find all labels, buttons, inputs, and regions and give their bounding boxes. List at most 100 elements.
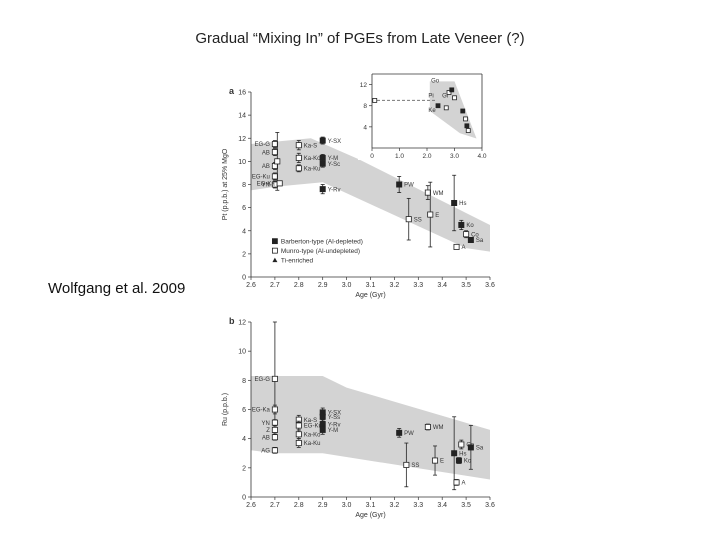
y-tick-label: 6 xyxy=(242,205,246,212)
point-label: EG-Ku xyxy=(304,424,322,430)
y-tick-label: 16 xyxy=(238,90,246,97)
point-label: PW xyxy=(404,431,414,437)
point-label: AB xyxy=(262,150,270,156)
filled-square-marker xyxy=(396,429,403,436)
point-label: Co xyxy=(471,232,479,238)
filled-square-marker xyxy=(458,221,465,228)
legend-entry: Barberton-type (Al-depleted) xyxy=(281,238,363,245)
panel-label: a xyxy=(229,86,235,96)
filled-square-marker xyxy=(451,199,458,206)
open-square-marker xyxy=(271,406,278,413)
point-label: Sa xyxy=(476,238,484,244)
y-tick-label: 0 xyxy=(242,275,246,282)
point-label: Hs xyxy=(459,201,466,207)
open-square-marker xyxy=(427,211,434,218)
open-square-marker xyxy=(458,441,465,448)
point-label: SS xyxy=(414,217,422,223)
point-label: YN xyxy=(262,421,270,427)
legend-square-marker xyxy=(271,247,278,254)
point-label: EG-G xyxy=(255,377,271,383)
point-label: WM xyxy=(433,425,444,431)
x-tick-label: 2.8 xyxy=(294,502,304,509)
point-label: A xyxy=(462,245,466,251)
point-label: Y-Rv xyxy=(328,187,341,193)
x-tick-label: 2.9 xyxy=(318,502,328,509)
x-tick-label: 3.5 xyxy=(461,282,471,289)
point-label: SS xyxy=(411,463,419,469)
point-label: EG-Ka xyxy=(257,182,276,188)
point-label: Ka-S xyxy=(304,418,317,424)
y-tick-label: 14 xyxy=(238,113,246,120)
point-label: Ka-Ku xyxy=(304,441,321,447)
x-tick-label: 3.5 xyxy=(461,502,471,509)
x-axis-label: Age (Gyr) xyxy=(355,292,385,299)
open-square-marker xyxy=(432,457,439,464)
x-tick-label: 3.2 xyxy=(390,502,400,509)
x-tick-label: 2.7 xyxy=(270,502,280,509)
open-square-marker xyxy=(271,426,278,433)
x-tick-label: 3.3 xyxy=(413,502,423,509)
point-label: E xyxy=(440,459,444,465)
open-square-marker xyxy=(276,180,283,187)
open-square-marker xyxy=(271,149,278,156)
panel-label: b xyxy=(229,316,235,326)
point-label: Y-M xyxy=(328,156,338,162)
open-square-marker xyxy=(295,422,302,429)
y-tick-label: 0 xyxy=(242,495,246,502)
point-label: Y-SX xyxy=(328,411,341,417)
point-label: Y-SX xyxy=(328,139,341,145)
point-label: EG-Ka xyxy=(252,408,271,414)
citation: Wolfgang et al. 2009 xyxy=(48,280,186,297)
point-label: AB xyxy=(262,435,270,441)
open-square-marker xyxy=(295,154,302,161)
open-square-marker xyxy=(463,231,470,238)
slide-title: Gradual “Mixing In” of PGEs from Late Ve… xyxy=(195,30,525,47)
legend-entry: Munro-type (Al-undepleted) xyxy=(281,248,360,255)
open-square-marker xyxy=(446,90,452,95)
legend-square-marker xyxy=(271,238,278,245)
x-tick-label: 3.2 xyxy=(390,282,400,289)
open-square-marker xyxy=(271,434,278,441)
open-square-marker xyxy=(453,479,460,486)
open-square-marker xyxy=(424,189,431,196)
point-label: E xyxy=(435,213,439,219)
point-label: Y-Rv xyxy=(328,422,341,428)
point-label: EG-Ku xyxy=(252,175,270,181)
y-tick-label: 12 xyxy=(238,320,246,327)
y-axis-label: Ru (p.p.b.) xyxy=(222,393,229,426)
x-tick-label: 3.6 xyxy=(485,282,495,289)
point-label: Ka-Ko xyxy=(304,156,321,162)
point-label: EG-G xyxy=(255,142,271,148)
point-label: Ka-S xyxy=(304,143,317,149)
y-tick-label: 12 xyxy=(360,82,368,89)
inset-point-label: Go xyxy=(431,78,440,84)
open-square-marker xyxy=(443,105,449,111)
x-tick-label: 0 xyxy=(370,153,374,160)
inset-point-label: Gi xyxy=(442,93,448,99)
x-tick-label: 2.9 xyxy=(318,282,328,289)
y-tick-label: 4 xyxy=(363,124,367,131)
point-label: Ka-Ku xyxy=(304,167,321,173)
open-square-marker xyxy=(295,431,302,438)
point-label: A xyxy=(462,481,466,487)
filled-square-marker xyxy=(467,236,474,243)
legend-entry: Ti-enriched xyxy=(281,257,314,264)
filled-square-marker xyxy=(319,154,326,161)
point-label: AB xyxy=(262,164,270,170)
x-tick-label: 3.0 xyxy=(342,502,352,509)
y-tick-label: 12 xyxy=(238,136,246,143)
filled-square-marker xyxy=(449,87,455,93)
x-tick-label: 3.3 xyxy=(413,282,423,289)
x-tick-label: 3.6 xyxy=(485,502,495,509)
x-tick-label: 3.0 xyxy=(342,282,352,289)
point-label: Y-Ss xyxy=(328,415,340,421)
point-label: Y-Sc xyxy=(328,162,340,168)
inset-point-label: Ke xyxy=(428,108,436,114)
y-tick-label: 8 xyxy=(242,378,246,385)
x-tick-label: 2.6 xyxy=(246,282,256,289)
point-label: AG xyxy=(261,449,270,455)
open-square-marker xyxy=(453,243,460,250)
filled-square-marker xyxy=(396,181,403,188)
x-tick-label: 3.1 xyxy=(366,502,376,509)
point-label: Sa xyxy=(476,446,484,452)
